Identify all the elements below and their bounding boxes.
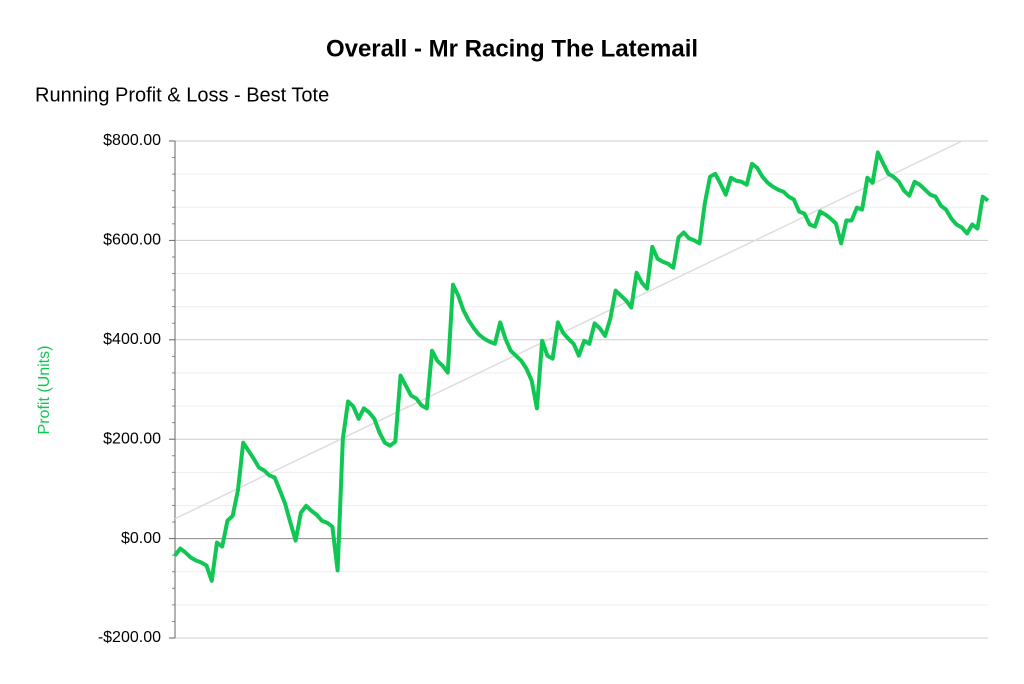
chart-subtitle: Running Profit & Loss - Best Tote <box>35 84 329 106</box>
profit-line <box>173 150 990 583</box>
y-axis-label: Profit (Units) <box>36 346 53 435</box>
plot <box>173 141 990 583</box>
y-tick-label: $600.00 <box>103 232 161 249</box>
y-tick-label: $400.00 <box>103 331 161 348</box>
chart-title: Overall - Mr Racing The Latemail <box>326 35 698 62</box>
y-tick-label: -$200.00 <box>98 629 161 646</box>
y-tick-label: $800.00 <box>103 132 161 149</box>
y-tick-label: $200.00 <box>103 430 161 447</box>
grid: -$200.00 $0.00 $200.00 $400.00 $600.00 $800.0… <box>98 132 988 646</box>
trend-line <box>175 141 964 520</box>
y-tick-label: $0.00 <box>121 530 161 547</box>
